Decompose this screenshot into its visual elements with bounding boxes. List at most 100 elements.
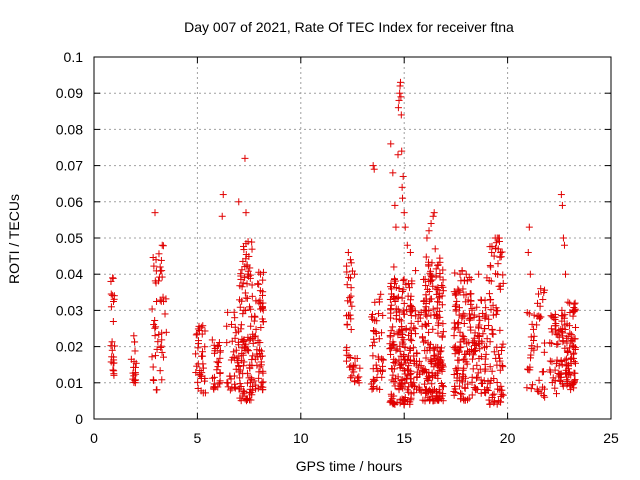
data-point — [252, 297, 260, 305]
data-point — [559, 234, 567, 242]
data-point — [387, 314, 395, 322]
data-point — [486, 363, 494, 371]
data-point — [464, 296, 472, 304]
y-tick-label: 0.01 — [56, 375, 83, 391]
data-point — [406, 326, 414, 334]
data-point — [399, 172, 407, 180]
data-point — [570, 300, 578, 308]
data-point — [432, 265, 440, 273]
data-point — [151, 277, 159, 285]
data-point — [149, 363, 157, 371]
data-point — [490, 375, 498, 383]
data-point — [255, 268, 263, 276]
data-point — [194, 378, 202, 386]
data-point — [412, 330, 420, 338]
data-point — [107, 290, 115, 298]
data-point — [239, 370, 247, 378]
data-point — [558, 380, 566, 388]
data-point — [239, 362, 247, 370]
data-point — [243, 280, 251, 288]
data-point — [392, 315, 400, 323]
data-point — [410, 324, 418, 332]
data-point — [244, 238, 252, 246]
data-point — [258, 386, 266, 394]
data-point — [478, 339, 486, 347]
data-point — [148, 353, 156, 361]
data-point — [397, 352, 405, 360]
data-point — [237, 275, 245, 283]
data-point — [466, 310, 474, 318]
data-point — [257, 353, 265, 361]
data-point — [218, 212, 226, 220]
data-point — [469, 347, 477, 355]
data-point — [375, 295, 383, 303]
data-point — [428, 360, 436, 368]
data-point — [422, 282, 430, 290]
data-point — [211, 344, 219, 352]
data-point — [397, 317, 405, 325]
data-point — [535, 376, 543, 384]
data-point — [494, 260, 502, 268]
data-point — [454, 285, 462, 293]
data-point — [425, 328, 433, 336]
data-point — [158, 348, 166, 356]
y-tick-label: 0.06 — [56, 194, 83, 210]
data-point — [546, 357, 554, 365]
data-point — [211, 383, 219, 391]
data-point — [472, 374, 480, 382]
data-point — [242, 209, 250, 217]
y-tick-label: 0.02 — [56, 339, 83, 355]
data-point — [436, 313, 444, 321]
data-point — [393, 398, 401, 406]
data-point — [403, 374, 411, 382]
data-point — [563, 347, 571, 355]
data-point — [151, 209, 159, 217]
data-point — [554, 331, 562, 339]
data-point — [390, 399, 398, 407]
data-point — [239, 257, 247, 265]
data-point — [439, 283, 447, 291]
data-point — [399, 277, 407, 285]
data-point — [429, 305, 437, 313]
data-point — [396, 89, 404, 97]
data-point — [370, 165, 378, 173]
data-point — [468, 355, 476, 363]
data-point — [219, 191, 227, 199]
data-point — [567, 386, 575, 394]
data-point — [433, 369, 441, 377]
data-point — [487, 306, 495, 314]
data-point — [422, 322, 430, 330]
data-point — [571, 376, 579, 384]
data-point — [529, 381, 537, 389]
data-point — [570, 379, 578, 387]
data-point — [369, 352, 377, 360]
data-point — [405, 331, 413, 339]
data-point — [351, 378, 359, 386]
data-point — [400, 310, 408, 318]
data-point — [255, 374, 263, 382]
data-point — [416, 386, 424, 394]
data-point — [231, 334, 239, 342]
data-point — [485, 322, 493, 330]
data-point — [150, 321, 158, 329]
data-point — [492, 270, 500, 278]
data-point — [378, 373, 386, 381]
data-point — [231, 383, 239, 391]
data-point — [198, 330, 206, 338]
x-tick-label: 25 — [603, 430, 619, 446]
data-point — [498, 362, 506, 370]
data-point — [386, 332, 394, 340]
data-point — [561, 356, 569, 364]
data-point — [400, 299, 408, 307]
data-point — [355, 379, 363, 387]
data-point — [570, 343, 578, 351]
data-point — [256, 300, 264, 308]
data-point — [406, 357, 414, 365]
data-point — [255, 298, 263, 306]
data-point — [208, 336, 216, 344]
data-point — [495, 234, 503, 242]
data-point — [344, 248, 352, 256]
data-point — [370, 335, 378, 343]
data-point — [397, 111, 405, 119]
data-point — [487, 277, 495, 285]
